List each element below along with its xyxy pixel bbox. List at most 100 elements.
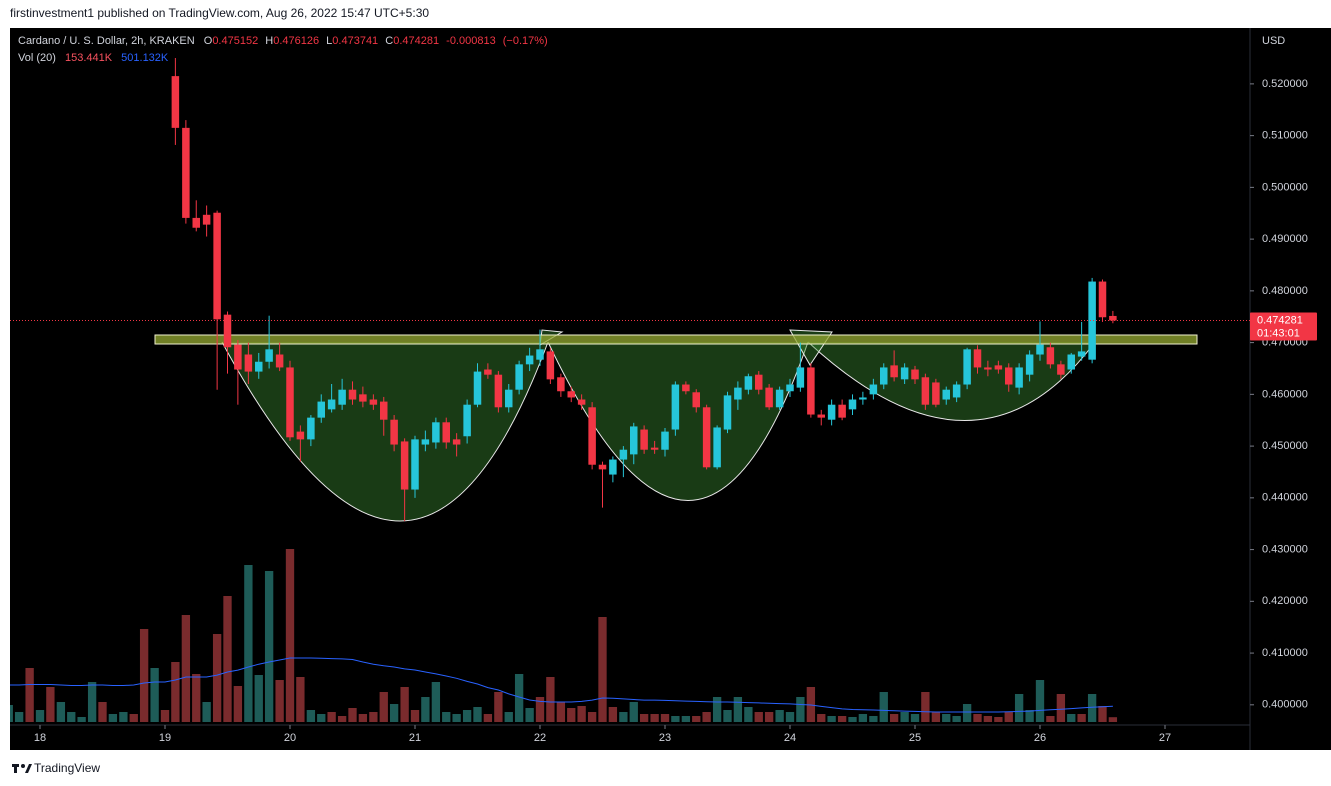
volume-pane (10, 549, 1118, 722)
volume-bar (119, 712, 128, 722)
volume-bar (160, 710, 170, 722)
cup-fill (808, 342, 1095, 421)
candle-body (265, 349, 273, 362)
volume-bar (264, 571, 274, 722)
volume-bar (379, 692, 388, 722)
logo-part (25, 764, 32, 773)
volume-bar (587, 712, 597, 722)
volume-bar (285, 549, 295, 722)
candle-body (952, 384, 961, 398)
x-tick-label: 26 (1034, 732, 1046, 744)
volume-bar (1014, 694, 1024, 722)
volume-bar (1067, 714, 1076, 722)
candle-body (494, 374, 503, 408)
candle-body (859, 397, 867, 400)
volume-bar (98, 702, 107, 722)
candle-body (1109, 315, 1117, 321)
candle-body (1015, 367, 1023, 388)
volume-bar (494, 692, 503, 722)
candle-body (723, 395, 732, 430)
candle-body (1036, 344, 1044, 355)
x-tick-label: 25 (909, 732, 921, 744)
y-tick-label: 0.450000 (1262, 440, 1308, 452)
candle-body (588, 407, 596, 465)
volume-bar (1077, 714, 1086, 722)
volume-bar (514, 674, 524, 722)
volume-bar (212, 634, 222, 722)
drawings (154, 329, 1198, 522)
volume-bar (202, 702, 211, 722)
volume-bar (223, 596, 232, 722)
x-tick-label: 18 (34, 732, 46, 744)
candle-body (213, 212, 221, 320)
y-tick-label: 0.480000 (1262, 285, 1308, 297)
volume-bar (129, 714, 138, 722)
price-pane (10, 58, 1250, 522)
candle-body (255, 361, 263, 372)
volume-bar (421, 697, 430, 722)
cup-curve (807, 341, 1096, 421)
candle-body (348, 389, 357, 400)
volume-bar (900, 712, 909, 722)
volume-bar (712, 697, 722, 722)
cup-fill (222, 342, 548, 521)
volume-bar (567, 708, 576, 722)
ohlc-value: 0.474281 (393, 35, 439, 47)
volume-bar (869, 716, 878, 722)
ohlc-value: 0.475152 (212, 35, 258, 47)
x-tick-label: 24 (784, 732, 796, 744)
volume-bar (785, 712, 795, 722)
volume-bar (327, 712, 336, 722)
volume-bar (1004, 712, 1013, 722)
candle-body (546, 351, 555, 380)
candle-body (442, 422, 450, 443)
volume-bar (983, 716, 993, 722)
candle-body (650, 447, 659, 450)
candle-body (619, 449, 628, 460)
candle-body (557, 377, 565, 392)
volume-bar (754, 712, 763, 722)
volume-bar (192, 674, 201, 722)
volume-bar (577, 706, 586, 722)
volume-bar (556, 702, 566, 722)
volume-bar (462, 710, 472, 722)
candle-body (1098, 281, 1107, 318)
volume-bar (796, 697, 805, 722)
candle-body (525, 355, 534, 365)
volume-bar (775, 710, 784, 722)
axes: 0.400000 0.410000 0.420000 0.430000 0.440000… (34, 78, 1317, 744)
volume-bar (296, 677, 305, 722)
volume-bar (87, 682, 97, 722)
candle-body (796, 367, 805, 388)
candle-body (598, 464, 607, 470)
ohlc-letter: O (204, 35, 213, 47)
volume-bar (650, 714, 659, 722)
x-tick-label: 22 (534, 732, 546, 744)
candle-body (682, 384, 690, 392)
volume-bar (858, 714, 868, 722)
candle-body (880, 367, 888, 385)
volume-bar (1056, 694, 1066, 722)
candle-body (755, 374, 763, 390)
candle-body (640, 429, 648, 450)
volume-legend: Vol (20) 153.441K 501.132K (18, 52, 169, 64)
candle-body (296, 431, 305, 440)
candle-body (202, 214, 211, 225)
volume-bar (25, 668, 34, 722)
footer-brand: TradingView (34, 761, 100, 775)
candle-body (484, 369, 492, 375)
volume-bar (994, 717, 1003, 722)
change-value: -0.000813 (446, 35, 496, 47)
candle-body (817, 414, 825, 418)
candle-body (234, 344, 242, 370)
y-tick-label: 0.490000 (1262, 233, 1308, 245)
candle-body (827, 404, 836, 420)
volume-bar (483, 714, 493, 722)
volume-bar (817, 714, 826, 722)
candle-body (942, 389, 950, 400)
candle-body (411, 439, 419, 490)
candle-body (1077, 351, 1086, 357)
candle-body (1067, 354, 1075, 370)
candle-body (390, 419, 398, 445)
volume-bar (692, 716, 701, 722)
